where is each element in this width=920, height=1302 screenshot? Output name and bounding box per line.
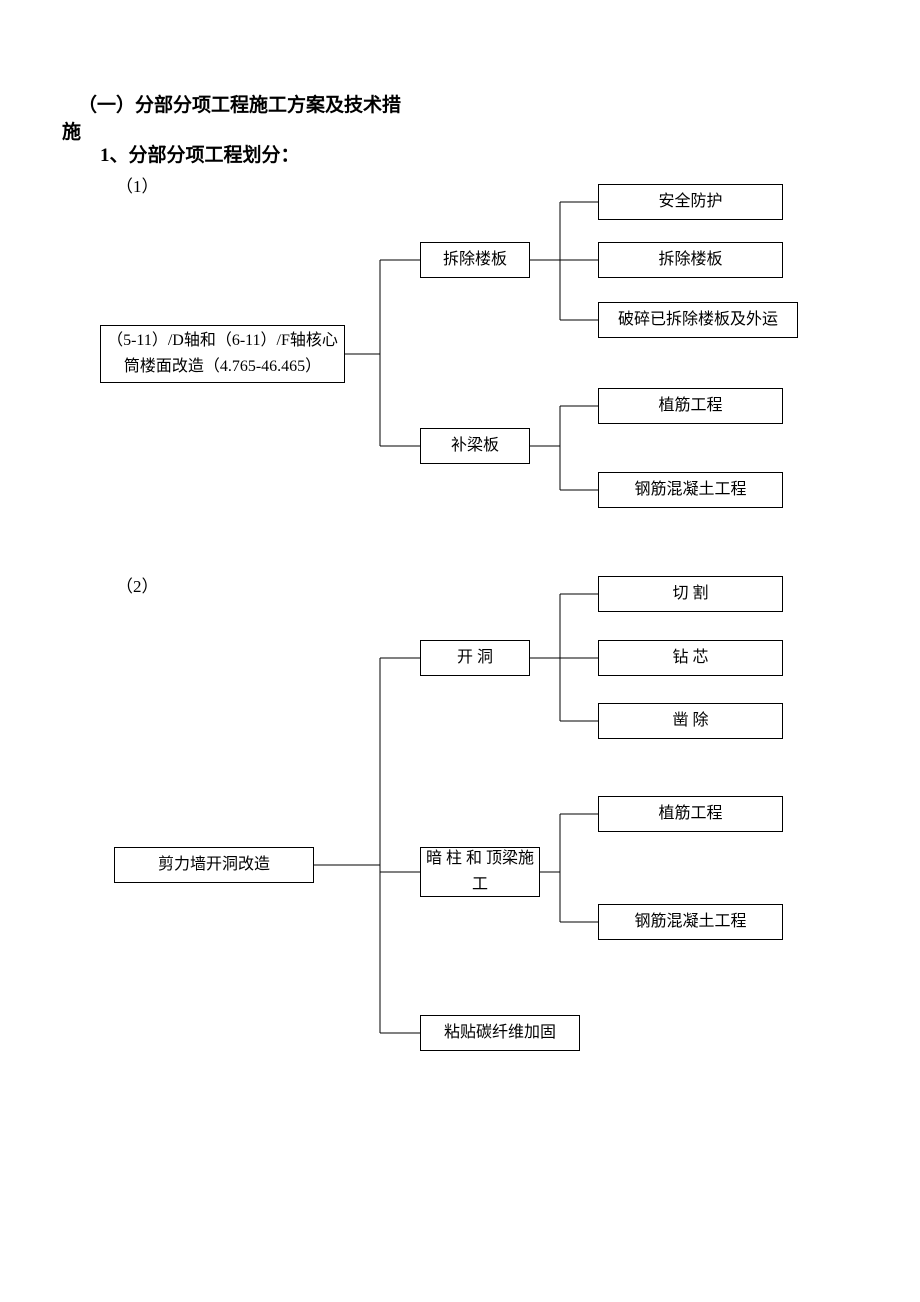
heading-main-a: （一）分部分项工程施工方案及技术措	[78, 90, 401, 117]
section1-label: （1）	[116, 172, 159, 197]
d2-mid1: 开 洞	[420, 640, 530, 676]
d2-leaf3: 凿 除	[598, 703, 783, 739]
d1-mid2: 补梁板	[420, 428, 530, 464]
d2-leaf1: 切 割	[598, 576, 783, 612]
d2-mid3: 粘贴碳纤维加固	[420, 1015, 580, 1051]
d2-leaf5: 钢筋混凝土工程	[598, 904, 783, 940]
heading-main-b: 施	[62, 117, 81, 144]
d1-leaf4: 植筋工程	[598, 388, 783, 424]
d1-leaf5: 钢筋混凝土工程	[598, 472, 783, 508]
d1-leaf3: 破碎已拆除楼板及外运	[598, 302, 798, 338]
d1-leaf1: 安全防护	[598, 184, 783, 220]
d2-root: 剪力墙开洞改造	[114, 847, 314, 883]
heading-sub: 1、分部分项工程划分：	[100, 140, 300, 167]
d2-leaf4: 植筋工程	[598, 796, 783, 832]
section2-label: （2）	[116, 572, 159, 597]
d1-leaf2: 拆除楼板	[598, 242, 783, 278]
d1-mid1: 拆除楼板	[420, 242, 530, 278]
d2-mid2: 暗 柱 和 顶梁施工	[420, 847, 540, 897]
d1-root: （5-11）/D轴和（6-11）/F轴核心筒楼面改造（4.765-46.465）	[100, 325, 345, 383]
d2-leaf2: 钻 芯	[598, 640, 783, 676]
